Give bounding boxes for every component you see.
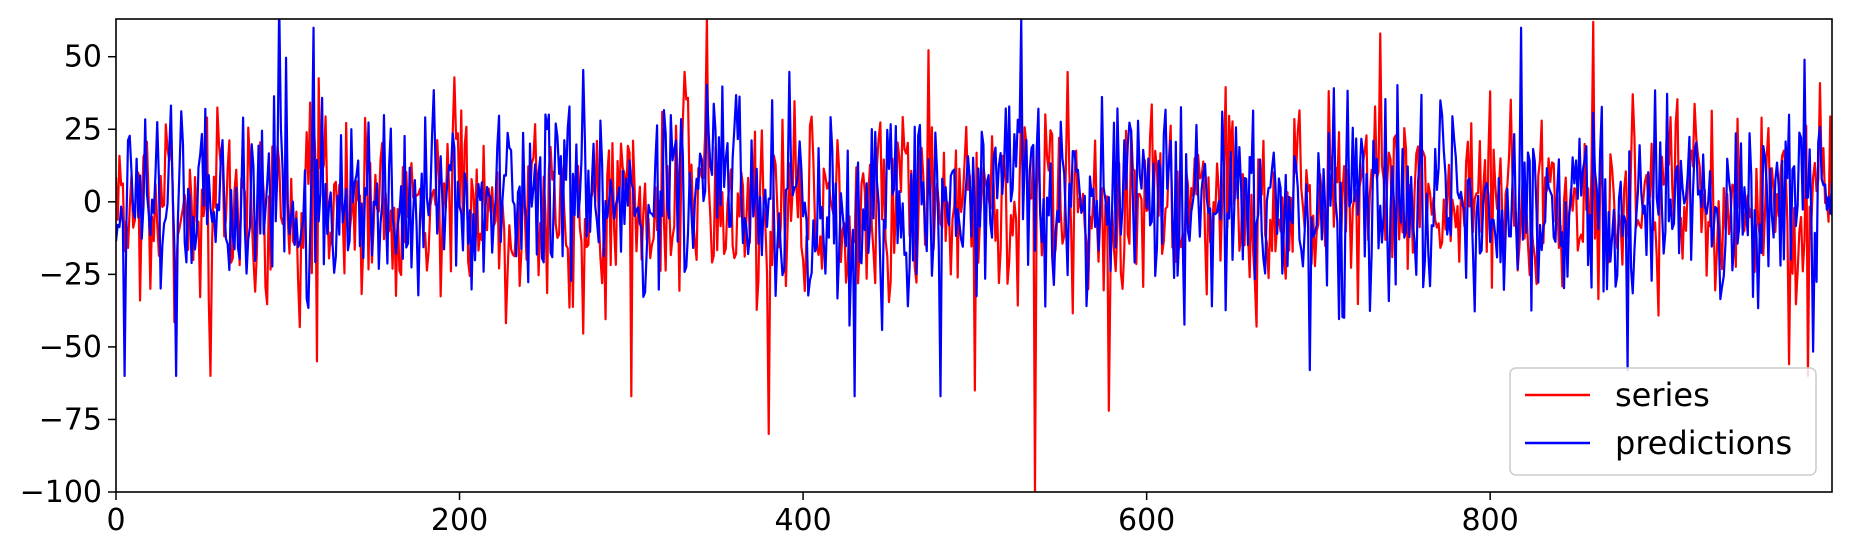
x-tick-label: 800 (1462, 503, 1519, 538)
legend-label-predictions: predictions (1615, 424, 1792, 462)
x-tick-label: 0 (106, 503, 125, 538)
y-tick-label: −25 (39, 257, 102, 292)
y-tick-label: −50 (39, 330, 102, 365)
x-tick-label: 200 (431, 503, 488, 538)
y-tick-label: −75 (39, 402, 102, 437)
y-tick-label: 25 (64, 112, 102, 147)
x-tick-label: 400 (774, 503, 831, 538)
series-lines (116, 19, 1832, 492)
y-tick-label: −100 (20, 475, 102, 510)
plot-frame (115, 18, 1833, 493)
x-tick-label: 600 (1118, 503, 1175, 538)
legend-label-series: series (1615, 376, 1710, 414)
y-tick-label: 0 (83, 185, 102, 220)
legend: series predictions (1509, 367, 1817, 476)
y-tick-label: 50 (64, 40, 102, 75)
series-line-predictions (116, 19, 1832, 398)
axis-ticks: 0 200 400 600 800 50 25 0 −25 −50 −75 −100 (20, 40, 1519, 538)
plot-area (115, 18, 1833, 493)
